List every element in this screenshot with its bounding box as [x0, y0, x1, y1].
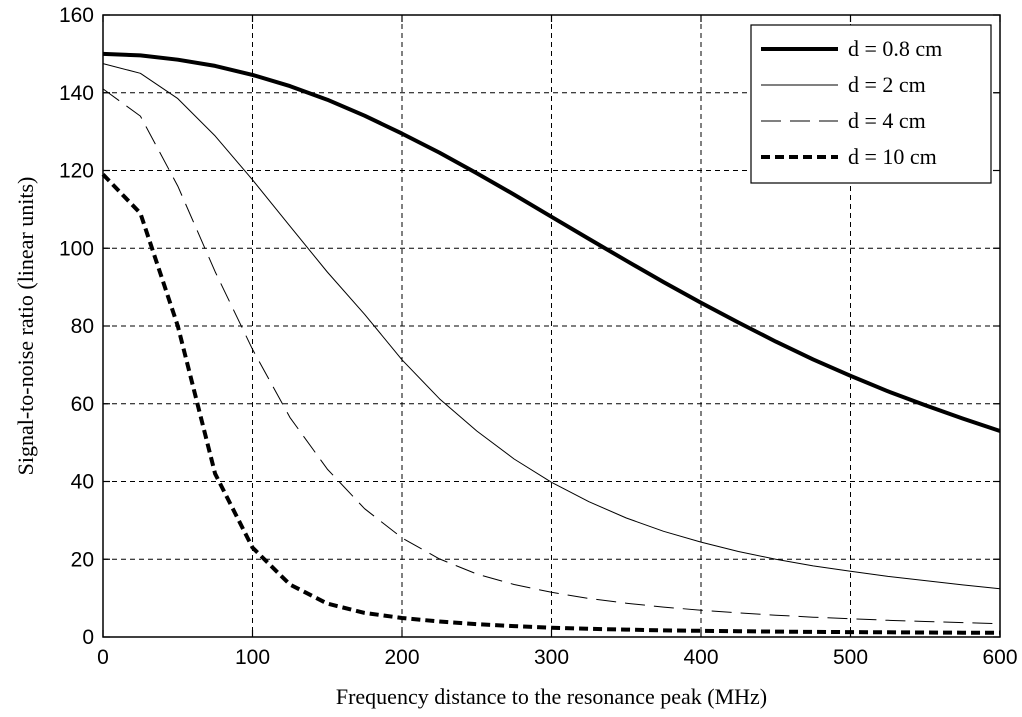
legend-label: d = 0.8 cm	[848, 36, 942, 61]
y-tick-label: 140	[59, 82, 94, 105]
legend: d = 0.8 cm d = 2 cm d = 4 cm d = 10 cm	[750, 24, 992, 184]
legend-label: d = 2 cm	[848, 72, 926, 97]
ticks: 0 100 200 300 400 500 600 0 20 40 60 80 100 120 140 160	[59, 4, 1018, 669]
y-tick-label: 160	[59, 4, 94, 27]
series-line-3	[102, 88, 1001, 625]
y-tick-label: 80	[71, 315, 94, 338]
x-axis-label: Frequency distance to the resonance peak…	[336, 684, 767, 709]
legend-box	[750, 24, 992, 184]
series-line-2	[102, 63, 1001, 590]
y-tick-label: 20	[71, 548, 94, 571]
legend-label: d = 4 cm	[848, 108, 926, 133]
x-tick-label: 100	[235, 646, 270, 669]
x-tick-label: 300	[534, 646, 569, 669]
x-tick-label: 400	[683, 646, 718, 669]
x-tick-label: 200	[384, 646, 419, 669]
y-tick-label: 120	[59, 160, 94, 183]
x-tick-label: 600	[982, 646, 1017, 669]
y-tick-label: 40	[71, 471, 94, 494]
y-tick-label: 100	[59, 237, 94, 260]
y-axis-label: Signal-to-noise ratio (linear units)	[13, 177, 38, 476]
y-tick-label: 60	[71, 393, 94, 416]
series-line-1	[102, 51, 1001, 433]
legend-label: d = 10 cm	[848, 144, 937, 169]
y-tick-label: 0	[82, 626, 94, 649]
x-tick-label: 500	[833, 646, 868, 669]
x-tick-label: 0	[97, 646, 109, 669]
